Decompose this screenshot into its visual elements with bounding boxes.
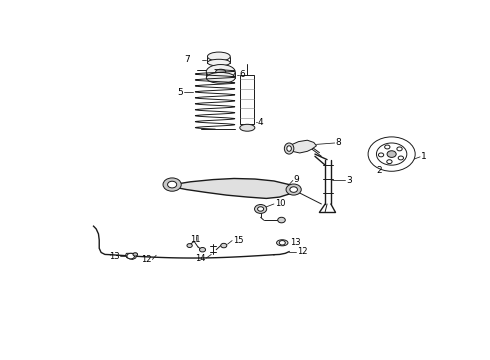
Text: 4: 4 <box>258 118 263 127</box>
Text: 8: 8 <box>336 139 341 148</box>
Ellipse shape <box>240 124 255 131</box>
Text: 6: 6 <box>240 70 245 79</box>
Ellipse shape <box>207 59 230 66</box>
Text: 2: 2 <box>376 166 382 175</box>
Text: 7: 7 <box>184 55 190 64</box>
Polygon shape <box>126 253 137 260</box>
Ellipse shape <box>207 52 230 61</box>
Circle shape <box>187 244 192 247</box>
Circle shape <box>163 178 181 191</box>
Circle shape <box>199 247 206 252</box>
Polygon shape <box>285 140 317 153</box>
Circle shape <box>387 151 396 157</box>
Circle shape <box>378 153 384 157</box>
Text: 15: 15 <box>233 235 244 244</box>
Text: 14: 14 <box>195 255 206 264</box>
Ellipse shape <box>276 240 288 246</box>
Text: 1: 1 <box>421 152 427 161</box>
Circle shape <box>397 147 402 151</box>
Circle shape <box>133 253 138 256</box>
Circle shape <box>368 137 415 171</box>
Circle shape <box>278 217 285 223</box>
Polygon shape <box>241 75 254 124</box>
Ellipse shape <box>206 72 235 83</box>
Circle shape <box>286 184 301 195</box>
Ellipse shape <box>287 146 292 151</box>
Ellipse shape <box>284 143 294 154</box>
Circle shape <box>254 204 267 213</box>
Text: 5: 5 <box>177 88 183 97</box>
Circle shape <box>376 143 407 165</box>
Circle shape <box>387 160 392 163</box>
Ellipse shape <box>206 64 235 79</box>
Text: 11: 11 <box>190 235 200 244</box>
Circle shape <box>127 253 135 259</box>
Text: 12: 12 <box>141 256 151 265</box>
Text: 10: 10 <box>275 199 285 208</box>
Text: 12: 12 <box>297 247 307 256</box>
Polygon shape <box>170 179 295 198</box>
Text: 9: 9 <box>294 175 299 184</box>
Circle shape <box>290 187 297 192</box>
Circle shape <box>398 156 403 160</box>
Circle shape <box>279 240 285 245</box>
Circle shape <box>220 243 227 248</box>
Circle shape <box>258 207 264 211</box>
Circle shape <box>385 145 390 149</box>
Text: 3: 3 <box>346 176 352 185</box>
Circle shape <box>168 181 177 188</box>
Ellipse shape <box>216 69 226 74</box>
Text: 13: 13 <box>290 238 300 247</box>
Text: 13: 13 <box>109 252 120 261</box>
